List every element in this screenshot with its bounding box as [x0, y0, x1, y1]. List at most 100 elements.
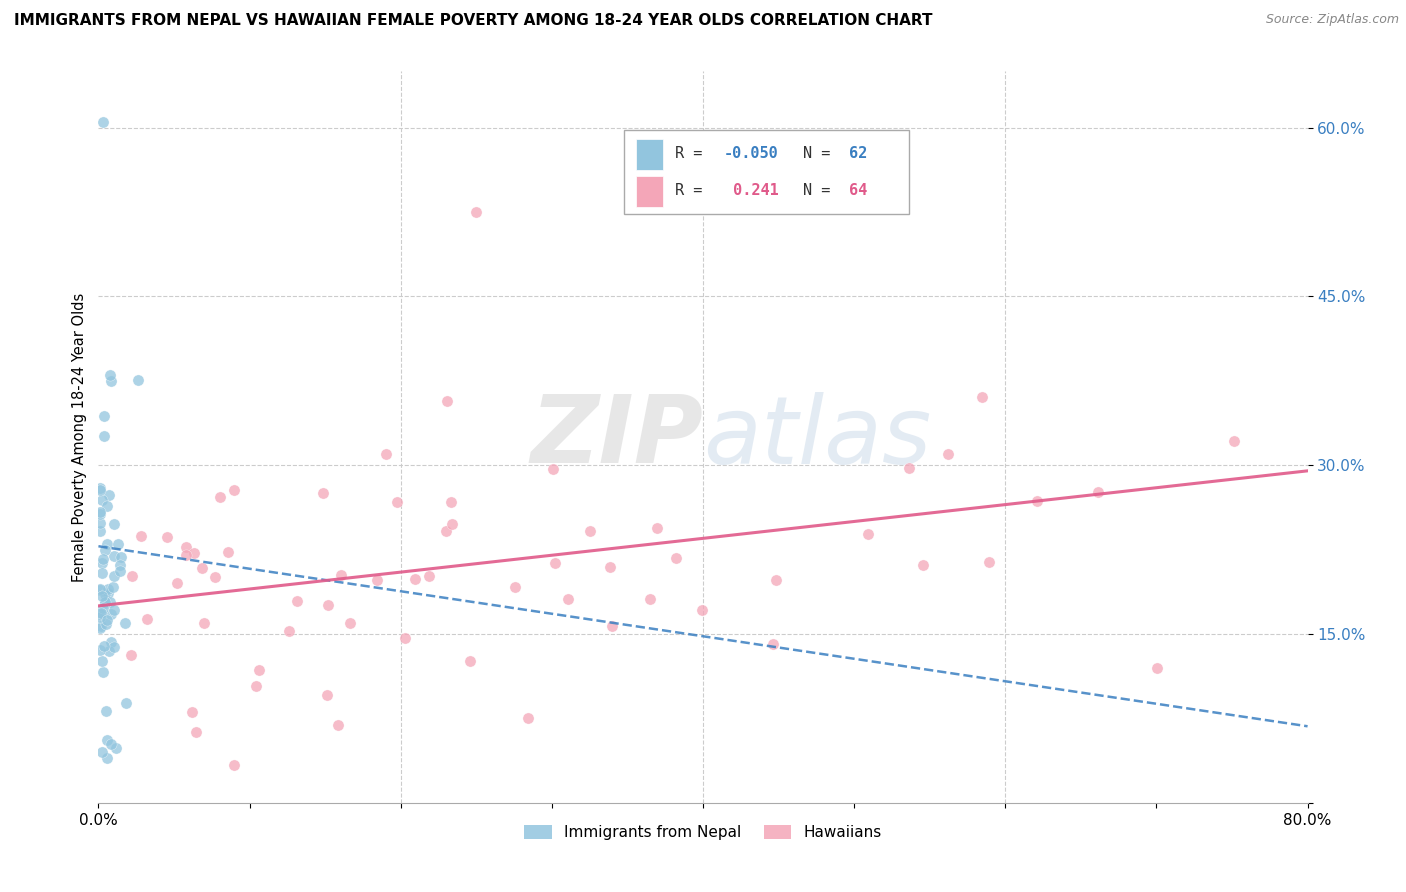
Point	[89, 483, 111, 497]
Point	[465, 205, 488, 219]
Text: IMMIGRANTS FROM NEPAL VS HAWAIIAN FEMALE POVERTY AMONG 18-24 YEAR OLDS CORRELATI: IMMIGRANTS FROM NEPAL VS HAWAIIAN FEMALE…	[14, 13, 932, 29]
Point	[599, 559, 621, 574]
Point	[936, 447, 959, 461]
Point	[120, 648, 142, 662]
Point	[209, 490, 232, 504]
Point	[90, 654, 112, 668]
Point	[91, 589, 114, 603]
Point	[97, 582, 120, 596]
Point	[115, 696, 138, 710]
Point	[94, 617, 117, 632]
Point	[90, 618, 112, 632]
Point	[103, 640, 125, 654]
Point	[91, 551, 114, 566]
Text: R =: R =	[675, 145, 711, 161]
Text: N =: N =	[803, 183, 839, 198]
Point	[89, 582, 111, 596]
Point	[103, 549, 125, 564]
Point	[436, 393, 458, 408]
Point	[204, 569, 226, 583]
Text: R =: R =	[675, 183, 711, 198]
Point	[93, 409, 115, 423]
Point	[94, 704, 117, 718]
Point	[96, 751, 118, 765]
Point	[366, 573, 388, 587]
Point	[94, 543, 117, 558]
Point	[193, 616, 215, 631]
Point	[690, 603, 713, 617]
Point	[89, 642, 111, 657]
Point	[91, 566, 114, 581]
Point	[176, 541, 198, 555]
Point	[90, 556, 112, 570]
Point	[1087, 484, 1109, 499]
Point	[394, 631, 416, 645]
Point	[181, 705, 204, 719]
Point	[638, 591, 661, 606]
Point	[93, 596, 115, 610]
Point	[404, 572, 426, 586]
Text: 62: 62	[849, 145, 868, 161]
Point	[96, 614, 118, 628]
Point	[541, 462, 564, 476]
Point	[89, 505, 111, 519]
Point	[127, 374, 149, 388]
Point	[222, 483, 245, 498]
Point	[98, 368, 121, 383]
Point	[1026, 494, 1049, 508]
Point	[96, 537, 118, 551]
Point	[94, 595, 117, 609]
FancyBboxPatch shape	[637, 139, 664, 170]
Point	[217, 544, 239, 558]
Point	[1146, 661, 1168, 675]
Point	[89, 621, 111, 635]
Point	[135, 612, 157, 626]
Point	[247, 663, 270, 677]
Point	[278, 624, 301, 638]
Point	[89, 583, 111, 598]
Legend: Immigrants from Nepal, Hawaiians: Immigrants from Nepal, Hawaiians	[517, 819, 889, 847]
Point	[100, 607, 122, 621]
Text: ZIP: ZIP	[530, 391, 703, 483]
Point	[89, 607, 111, 621]
Point	[94, 587, 117, 601]
Point	[339, 616, 361, 631]
Point	[418, 569, 440, 583]
Point	[440, 495, 463, 509]
Point	[97, 644, 120, 658]
Point	[98, 594, 121, 608]
Point	[89, 524, 111, 538]
Point	[114, 616, 136, 631]
Point	[183, 545, 205, 559]
Point	[131, 529, 153, 543]
Point	[90, 745, 112, 759]
Text: atlas: atlas	[703, 392, 931, 483]
Point	[557, 591, 579, 606]
Point	[90, 492, 112, 507]
Point	[245, 679, 267, 693]
Point	[100, 737, 122, 751]
Point	[285, 594, 308, 608]
Point	[108, 558, 131, 572]
Point	[97, 488, 120, 502]
Point	[898, 461, 921, 475]
FancyBboxPatch shape	[637, 176, 664, 207]
Point	[166, 576, 188, 591]
Point	[765, 573, 787, 587]
Point	[385, 495, 408, 509]
Point	[103, 603, 125, 617]
Point	[103, 569, 125, 583]
Point	[103, 581, 125, 595]
Text: Source: ZipAtlas.com: Source: ZipAtlas.com	[1265, 13, 1399, 27]
Y-axis label: Female Poverty Among 18-24 Year Olds: Female Poverty Among 18-24 Year Olds	[72, 293, 87, 582]
Point	[316, 688, 339, 702]
Point	[156, 530, 179, 544]
Point	[374, 447, 396, 461]
Text: -0.050: -0.050	[724, 145, 779, 161]
Point	[224, 758, 246, 772]
Point	[517, 710, 540, 724]
Point	[312, 485, 335, 500]
Point	[911, 558, 934, 572]
Point	[100, 635, 122, 649]
Point	[110, 549, 132, 564]
